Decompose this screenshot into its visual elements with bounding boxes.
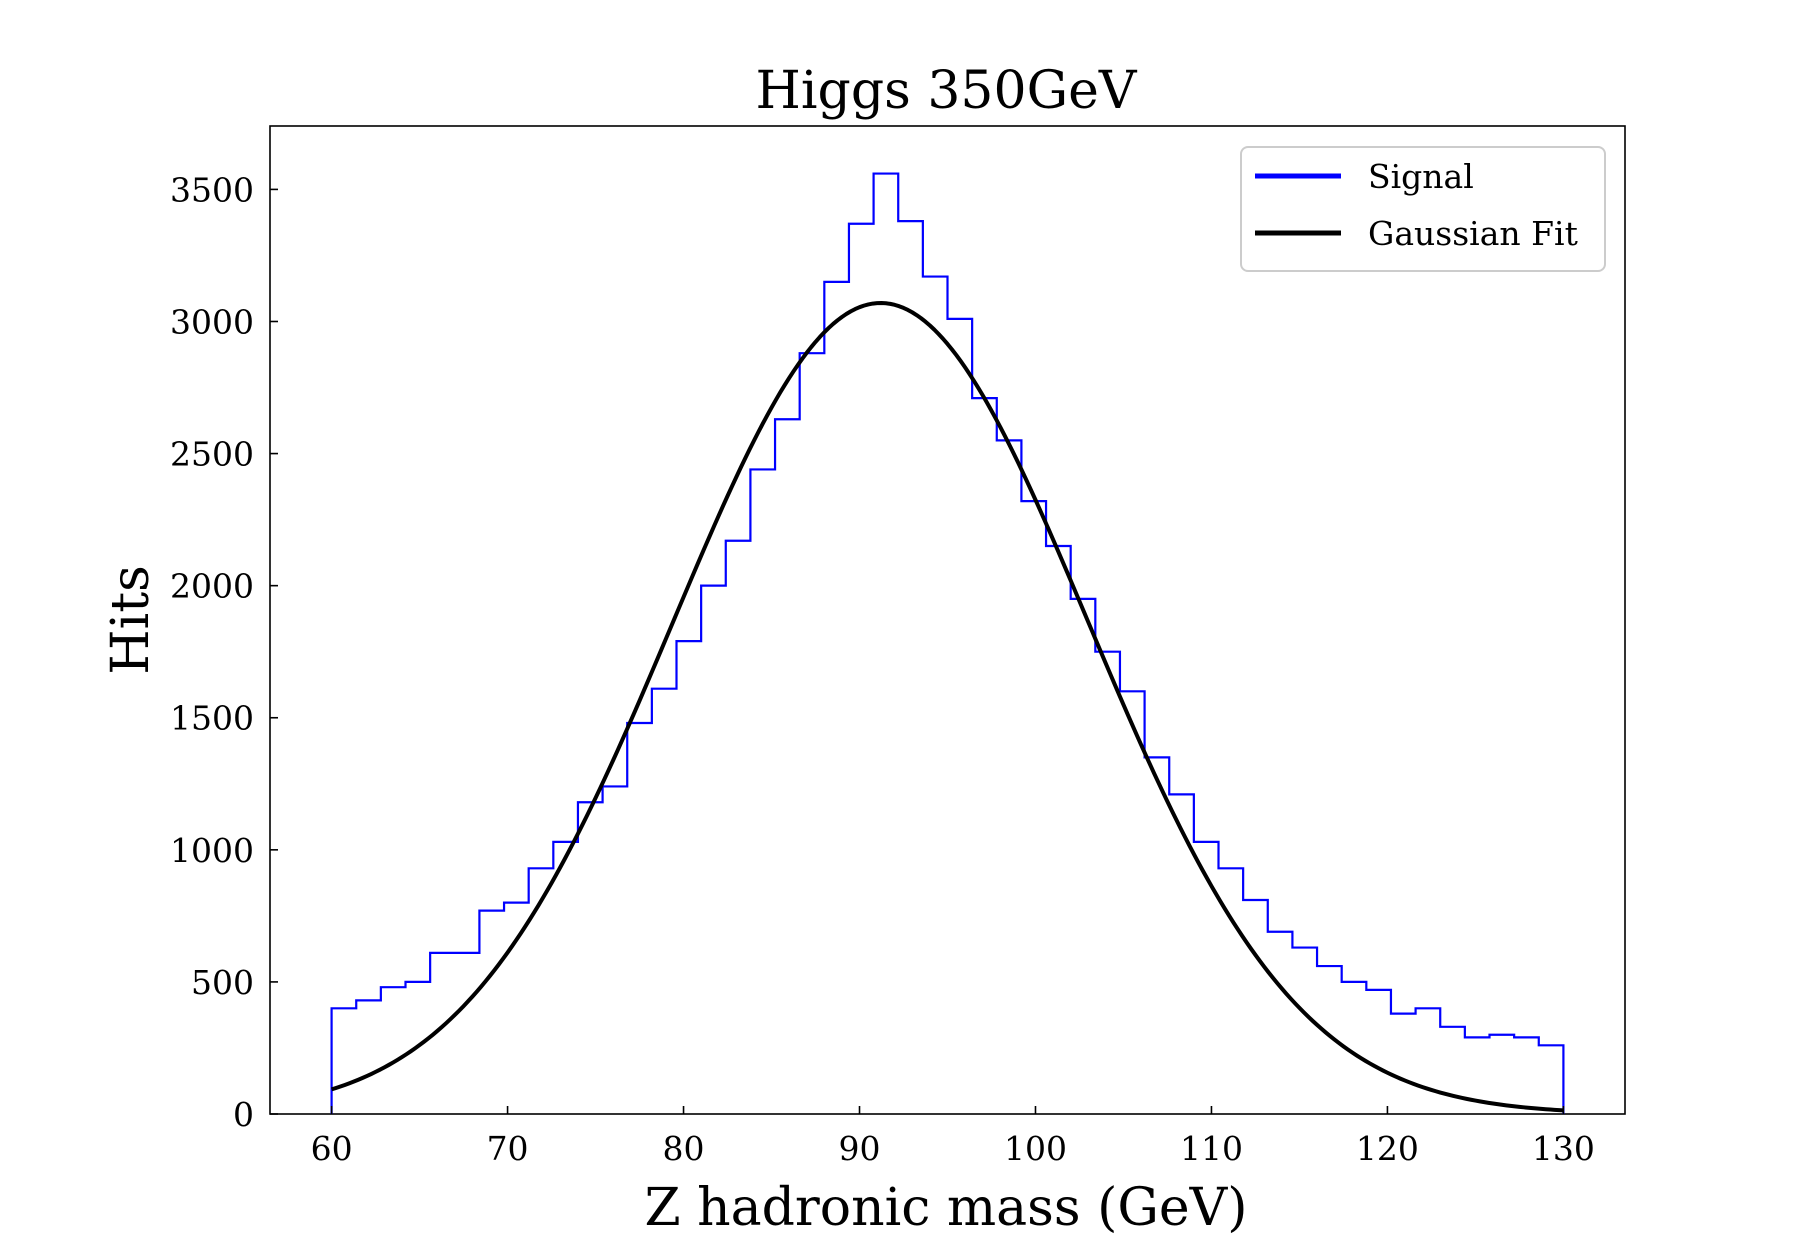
chart-title: Higgs 350GeV — [756, 61, 1138, 121]
signal-bin — [997, 440, 1022, 1114]
x-tick-label: 80 — [663, 1129, 705, 1168]
x-tick-label: 100 — [1004, 1129, 1067, 1168]
y-tick-label: 2500 — [170, 435, 254, 474]
signal-bin — [800, 353, 825, 1114]
signal-bin — [1416, 1008, 1441, 1114]
x-tick-label: 110 — [1180, 1129, 1243, 1168]
signal-bin — [775, 419, 800, 1114]
signal-bin — [553, 842, 578, 1114]
signal-bin — [1169, 794, 1194, 1114]
x-tick-label: 60 — [311, 1129, 353, 1168]
signal-bin — [948, 319, 973, 1114]
signal-bin — [479, 911, 504, 1114]
legend-signal-label: Signal — [1368, 157, 1474, 196]
signal-bin — [1366, 990, 1391, 1114]
signal-bin — [1539, 1045, 1564, 1114]
x-tick-label: 90 — [839, 1129, 881, 1168]
signal-bin — [1440, 1027, 1465, 1114]
y-tick-label: 500 — [191, 963, 254, 1002]
signal-bin — [898, 221, 923, 1114]
signal-bin — [529, 868, 554, 1114]
gaussian-fit-curve — [330, 301, 1564, 1113]
signal-bin — [578, 802, 603, 1114]
signal-bin — [1095, 652, 1120, 1114]
y-tick-label: 0 — [233, 1095, 254, 1134]
signal-bin — [504, 903, 529, 1114]
x-tick-label: 120 — [1356, 1129, 1419, 1168]
y-tick-label: 1000 — [170, 831, 254, 870]
signal-bin — [972, 398, 997, 1114]
signal-bin — [1292, 948, 1317, 1114]
signal-histogram-step — [330, 172, 1565, 1114]
signal-bin — [652, 689, 677, 1114]
y-axis-title: Hits — [101, 565, 161, 675]
signal-bin — [356, 1000, 381, 1114]
signal-bin — [627, 723, 652, 1114]
legend-fit-label: Gaussian Fit — [1368, 214, 1578, 253]
signal-bin — [1268, 932, 1293, 1114]
legend: Signal Gaussian Fit — [1240, 146, 1606, 272]
signal-bin — [1243, 900, 1268, 1114]
x-tick-label: 130 — [1532, 1129, 1595, 1168]
plot-area: 60 70 80 90 100 110 120 130 0 500 1000 1500 2000 2500… — [170, 125, 1626, 1168]
signal-bin — [1514, 1037, 1539, 1114]
signal-bin — [677, 641, 702, 1114]
signal-bin — [874, 174, 899, 1114]
signal-bin — [923, 277, 948, 1114]
y-tick-label: 3000 — [170, 302, 254, 341]
signal-bin — [1145, 757, 1170, 1114]
ticks-layer: 60 70 80 90 100 110 120 130 0 500 1000 1500 2000 2500… — [170, 170, 1595, 1168]
signal-bin — [332, 1008, 357, 1114]
signal-bin — [1071, 599, 1096, 1114]
signal-bin — [1391, 1014, 1416, 1114]
series-layer — [330, 172, 1565, 1114]
signal-bin — [381, 987, 406, 1114]
signal-bin — [726, 541, 751, 1114]
y-tick-label: 2000 — [170, 567, 254, 606]
x-axis-title: Z hadronic mass (GeV) — [644, 1178, 1247, 1238]
y-tick-label: 3500 — [170, 170, 254, 209]
signal-bin — [824, 282, 849, 1114]
signal-bin — [1021, 501, 1046, 1114]
signal-bin — [1120, 691, 1145, 1114]
plot-frame — [269, 125, 1626, 1115]
signal-bin — [603, 786, 628, 1114]
signal-bin — [701, 586, 726, 1114]
signal-bin — [1194, 842, 1219, 1114]
x-tick-label: 70 — [487, 1129, 529, 1168]
signal-bin — [750, 469, 775, 1114]
y-tick-label: 1500 — [170, 699, 254, 738]
signal-bin — [1046, 546, 1071, 1114]
signal-bin — [849, 224, 874, 1114]
signal-bin — [455, 953, 480, 1114]
